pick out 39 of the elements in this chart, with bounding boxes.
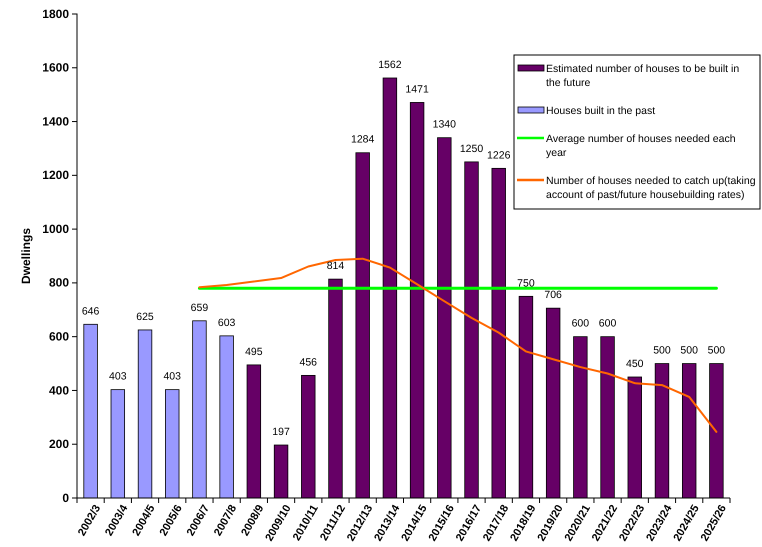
data-label: 456: [300, 356, 318, 368]
y-axis-title: Dwellings: [19, 228, 33, 284]
data-label: 1226: [487, 149, 511, 162]
legend-label: Estimated number of houses to be built in the future: [546, 63, 740, 89]
y-tick-label: 600: [48, 330, 70, 344]
y-tick-label: 1600: [42, 60, 70, 75]
data-label: 403: [109, 370, 127, 383]
data-label: 403: [163, 370, 182, 383]
data-label: 495: [245, 346, 263, 358]
legend-label: Average number of houses needed each year: [546, 133, 736, 159]
data-label: 1250: [460, 142, 484, 155]
data-label: 706: [544, 289, 562, 302]
y-tick-label: 1800: [42, 6, 70, 21]
data-label: 625: [136, 310, 154, 323]
data-label: 814: [326, 260, 344, 272]
y-tick-label: 1200: [42, 168, 70, 182]
data-label: 197: [272, 426, 290, 438]
legend-label: Houses built in the past: [546, 105, 656, 117]
data-label: 600: [572, 318, 590, 330]
y-tick-label: 400: [48, 383, 70, 398]
data-label: 1562: [378, 58, 402, 71]
data-label: 1471: [405, 83, 429, 96]
data-label: 450: [626, 358, 644, 370]
y-tick-label: 800: [48, 276, 70, 290]
data-label: 500: [653, 344, 671, 357]
data-label: 600: [598, 318, 616, 330]
y-tick-label: 0: [62, 490, 70, 505]
y-tick-label: 200: [48, 437, 70, 452]
y-tick-label: 1400: [42, 114, 70, 128]
data-label: 500: [708, 344, 726, 357]
y-tick-label: 1000: [42, 222, 70, 236]
data-label: 1284: [351, 134, 375, 146]
data-label: 750: [517, 277, 535, 290]
data-label: 1340: [432, 118, 456, 131]
data-label: 659: [190, 302, 208, 314]
data-label: 646: [82, 305, 100, 318]
legend-label: Number of houses needed to catch up(taking account of past/future housebuilding rates): [546, 175, 756, 201]
data-label: 603: [218, 316, 236, 329]
data-label: 500: [680, 344, 698, 357]
